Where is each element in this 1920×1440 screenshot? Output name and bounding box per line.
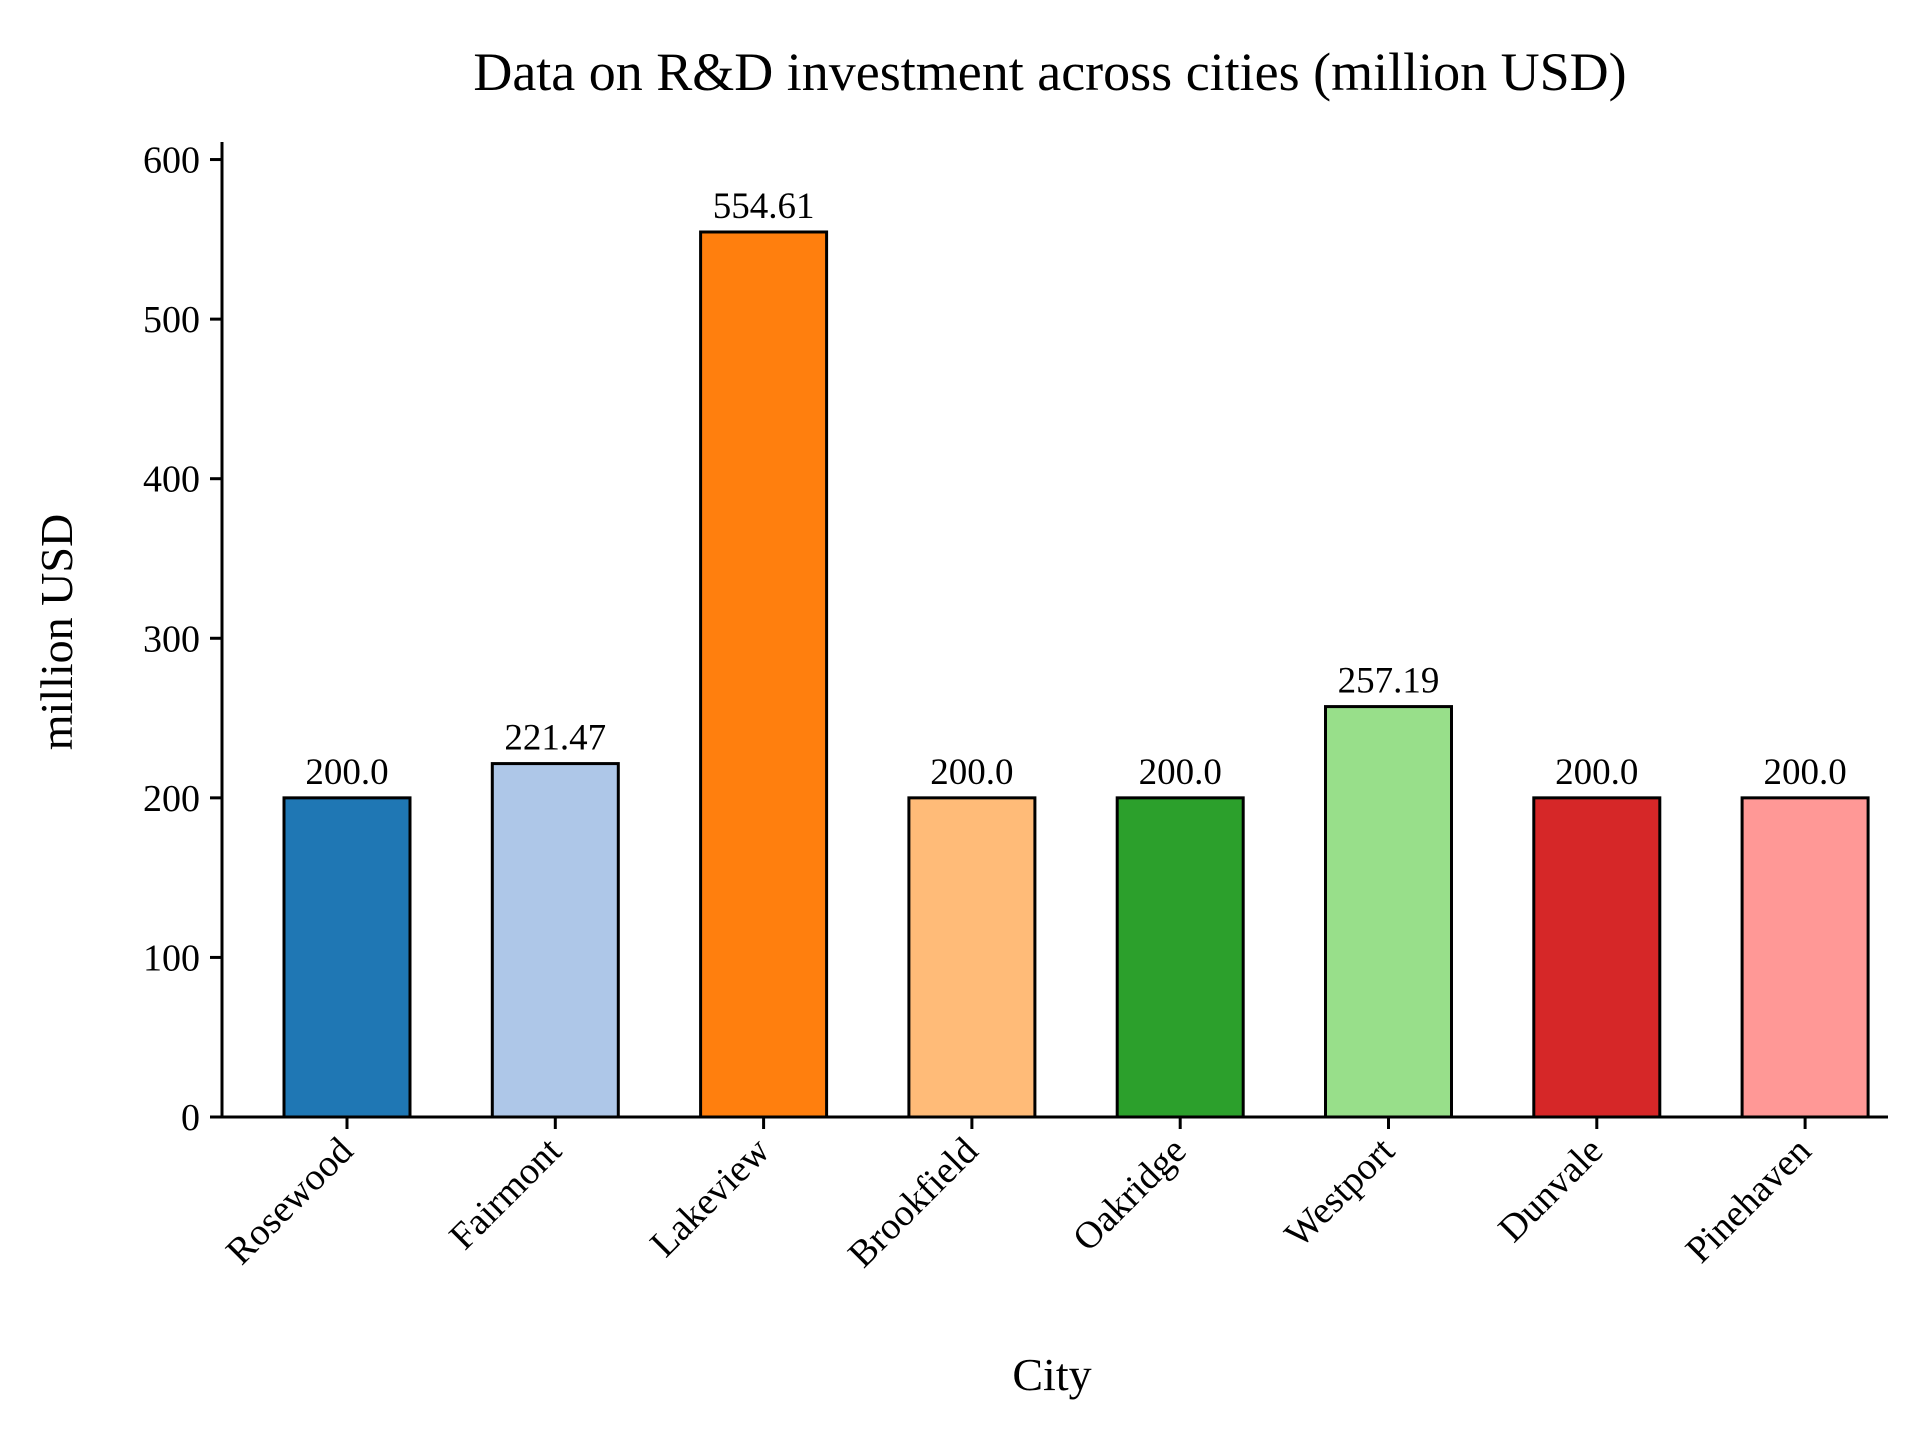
bar-lakeview (699, 230, 829, 1119)
data-label-brookfield: 200.0 (930, 752, 1013, 793)
x-tick-label-rosewood: Rosewood (218, 1130, 361, 1273)
y-tick-label: 500 (143, 299, 200, 341)
chart-title: Data on R&D investment across cities (mi… (473, 42, 1626, 102)
bar-pinehaven (1740, 796, 1870, 1119)
y-axis-ticks: 0 100 200 300 400 500 600 (143, 140, 222, 1139)
y-tick-label: 100 (143, 937, 200, 979)
y-tick-label: 200 (143, 778, 200, 820)
x-tick-label-dunvale: Dunvale (1490, 1130, 1611, 1251)
data-label-dunvale: 200.0 (1555, 752, 1638, 793)
x-tick-label-westport: Westport (1277, 1129, 1403, 1255)
x-tick-label-brookfield: Brookfield (840, 1130, 986, 1276)
x-axis-ticks: Rosewood Fairmont Lakeview Brookfield Oakrid… (218, 1117, 1819, 1276)
bar-dunvale (1532, 796, 1662, 1119)
data-labels-group: 200.0 221.47 554.61 200.0 200.0 257.19 200.0 20… (305, 186, 1846, 793)
data-label-fairmont: 221.47 (504, 718, 606, 759)
data-label-oakridge: 200.0 (1139, 752, 1222, 793)
bar-oakridge (1115, 796, 1245, 1119)
x-tick-label-oakridge: Oakridge (1065, 1130, 1195, 1260)
bars-group (282, 230, 1870, 1119)
y-tick-label: 600 (143, 140, 200, 182)
y-tick-label: 400 (143, 459, 200, 501)
bar-brookfield (907, 796, 1037, 1119)
y-tick-label: 300 (143, 618, 200, 660)
y-axis-label: million USD (31, 514, 82, 750)
x-axis-label: City (1012, 1349, 1091, 1400)
data-label-pinehaven: 200.0 (1763, 752, 1846, 793)
bar-westport (1324, 705, 1453, 1119)
x-tick-label-pinehaven: Pinehaven (1678, 1130, 1820, 1272)
bar-rosewood (282, 796, 412, 1119)
x-tick-label-lakeview: Lakeview (642, 1129, 778, 1265)
bar-fairmont (490, 762, 620, 1119)
x-tick-label-fairmont: Fairmont (441, 1129, 570, 1258)
data-label-lakeview: 554.61 (713, 186, 815, 227)
data-label-rosewood: 200.0 (305, 752, 388, 793)
y-tick-label: 0 (181, 1097, 200, 1139)
data-label-westport: 257.19 (1338, 661, 1440, 702)
